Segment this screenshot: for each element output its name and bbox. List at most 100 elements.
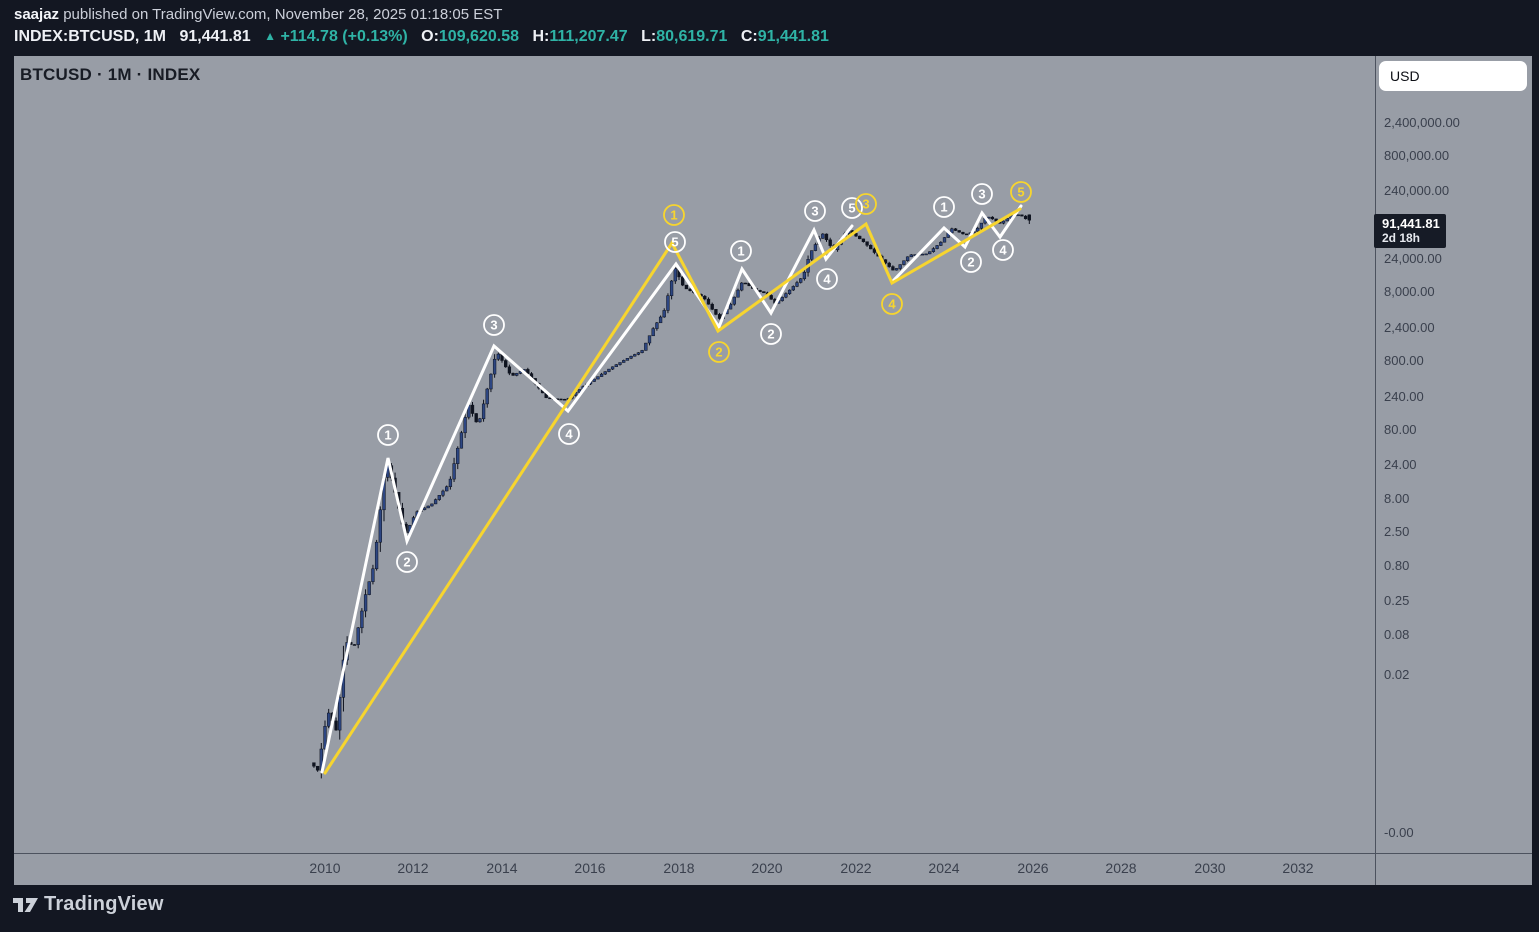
white-wave-labels: 1 2 3 4 5 1 2 3 4 5 1 2 3 4 [377, 183, 1014, 573]
wave-label-number: 1 [670, 208, 677, 223]
x-axis-label: 2020 [751, 860, 783, 876]
currency-usd-button[interactable]: USD [1379, 61, 1527, 91]
wave-label-circle [664, 231, 686, 253]
low-value: 80,619.71 [656, 28, 728, 45]
open-label: O: [421, 28, 439, 45]
wave-label-number: 2 [403, 555, 410, 570]
wave-label-circle [558, 423, 580, 445]
x-axis-label: 2032 [1282, 860, 1314, 876]
last-price-label-value: 91,441.81 [1382, 216, 1440, 231]
author-name: saajaz [14, 6, 60, 23]
wave-label-number: 2 [715, 345, 722, 360]
time-scale[interactable]: 2010 2012 2014 2016 2018 2020 2022 2024 2026 2028… [14, 854, 1532, 885]
last-price-label: 91,441.81 2d 18h [1374, 214, 1446, 248]
price-axis-separator [1375, 56, 1376, 885]
wave-label-number: 4 [999, 243, 1007, 258]
published-text: published on TradingView.com, November 2… [59, 6, 503, 23]
wave-label-number: 4 [565, 427, 573, 442]
y-axis-label: 800.00 [1384, 353, 1424, 368]
y-axis-label: 0.25 [1384, 593, 1410, 608]
wave-label-number: 1 [384, 428, 391, 443]
wave-label-number: 4 [823, 272, 831, 287]
wave-label-number: 2 [767, 327, 774, 342]
publication-line: saajaz published on TradingView.com, Nov… [14, 6, 502, 23]
wave-label-number: 3 [811, 204, 818, 219]
x-axis-label: 2024 [928, 860, 960, 876]
y-axis-label: 0.80 [1384, 558, 1410, 573]
wave-label-circle [960, 251, 982, 273]
yellow-wave-labels: 1 2 3 4 5 [663, 181, 1032, 363]
y-axis-label: 24,000.00 [1384, 251, 1442, 266]
publication-header: saajaz published on TradingView.com, Nov… [0, 0, 1539, 56]
candlestick-chart-canvas[interactable]: 1 2 3 4 5 1 2 3 4 5 1 2 3 4 1 2 3 4 5 [14, 56, 1375, 853]
change-text: +114.78 (+0.13%) [280, 28, 408, 45]
white-elliott-wave [320, 204, 1023, 774]
x-axis-label: 2012 [397, 860, 429, 876]
x-axis-label: 2018 [663, 860, 695, 876]
y-axis-label: 2,400.00 [1384, 320, 1435, 335]
wave-label-number: 1 [737, 244, 744, 259]
wave-label-circle [396, 551, 418, 573]
y-axis-label: -0.00 [1384, 825, 1414, 840]
y-axis-label: 24.00 [1384, 457, 1417, 472]
candlestick-series [312, 214, 1031, 779]
time-axis-separator [14, 853, 1532, 854]
symbol-ohlc-line: INDEX:BTCUSD, 1M 91,441.81 ▲ +114.78 (+0… [14, 28, 829, 46]
yellow-elliott-wave [323, 207, 1022, 775]
wave-label-number: 4 [888, 297, 896, 312]
wave-label-circle [933, 196, 955, 218]
chart-pane[interactable]: 1 2 3 4 5 1 2 3 4 5 1 2 3 4 1 2 3 4 5 BTCUSD · 1M · INDEX [14, 56, 1375, 853]
y-axis-label: 2.50 [1384, 524, 1410, 539]
bar-countdown: 2d 18h [1382, 231, 1421, 245]
y-axis-label: 0.08 [1384, 627, 1410, 642]
wave-label-circle [881, 293, 903, 315]
wave-label-circle [730, 240, 752, 262]
wave-label-circle [663, 204, 685, 226]
wave-label-circle [841, 197, 863, 219]
wave-label-number: 2 [967, 255, 974, 270]
x-axis-label: 2030 [1194, 860, 1226, 876]
wave-label-circle [804, 200, 826, 222]
high-value: 111,207.47 [549, 28, 628, 45]
wave-label-circle [855, 193, 877, 215]
chart-title: BTCUSD · 1M · INDEX [20, 65, 201, 84]
footer-bar: TradingView [0, 885, 1539, 932]
wave-label-circle [483, 314, 505, 336]
change-up-arrow-icon: ▲ [264, 29, 276, 43]
x-axis-label: 2010 [309, 860, 341, 876]
y-axis-label: 80.00 [1384, 422, 1417, 437]
wave-label-number: 1 [940, 200, 947, 215]
wave-label-circle [1010, 181, 1032, 203]
close-label: C: [740, 28, 758, 45]
wave-label-number: 3 [862, 197, 869, 212]
x-axis-label: 2016 [574, 860, 606, 876]
wave-label-number: 5 [848, 201, 855, 216]
tradingview-logo-icon[interactable] [12, 895, 40, 917]
high-label: H: [532, 28, 550, 45]
tradingview-logo-text[interactable]: TradingView [44, 893, 164, 915]
wave-label-circle [971, 183, 993, 205]
wave-label-circle [760, 323, 782, 345]
price-scale[interactable]: USD 91,441.81 2d 18h 2,400,000.00 800,000… [1374, 56, 1532, 853]
wave-label-number: 5 [671, 235, 678, 250]
wave-label-circle [377, 424, 399, 446]
open-value: 109,620.58 [438, 28, 519, 45]
last-price: 91,441.81 [179, 28, 251, 45]
wave-label-number: 5 [1017, 185, 1024, 200]
close-value: 91,441.81 [757, 28, 829, 45]
y-axis-label: 800,000.00 [1384, 148, 1450, 163]
y-axis-label: 0.02 [1384, 667, 1410, 682]
x-axis-label: 2026 [1017, 860, 1049, 876]
x-axis-label: 2028 [1105, 860, 1137, 876]
y-axis-label: 2,400,000.00 [1384, 115, 1460, 130]
y-axis-label: 8,000.00 [1384, 284, 1435, 299]
wave-label-circle [708, 341, 730, 363]
y-axis-label: 240,000.00 [1384, 183, 1450, 198]
wave-label-circle [816, 268, 838, 290]
wave-label-number: 3 [490, 318, 497, 333]
x-axis-label: 2022 [840, 860, 872, 876]
wave-label-number: 3 [978, 187, 985, 202]
x-axis-label: 2014 [486, 860, 518, 876]
